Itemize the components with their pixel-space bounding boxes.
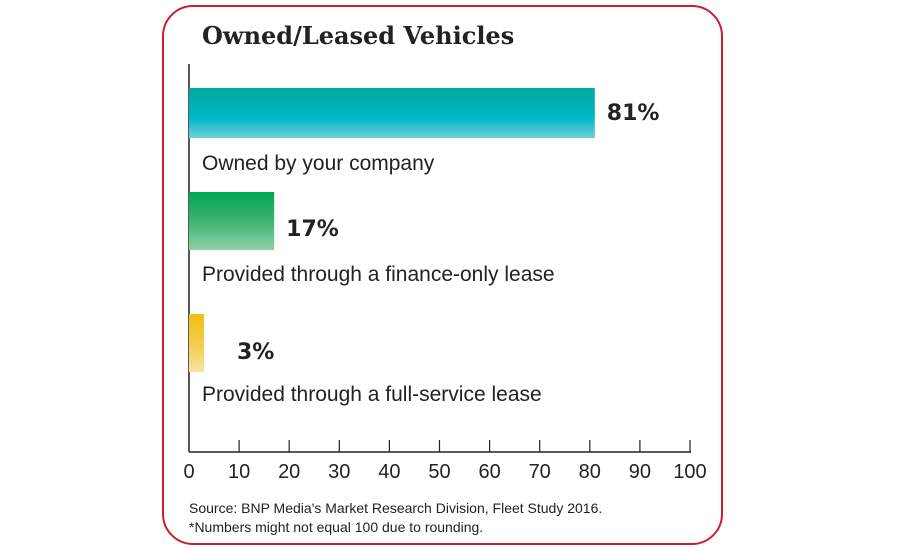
x-tick-label: 60 — [478, 461, 500, 483]
x-tick-label: 20 — [278, 461, 300, 483]
x-tick-label: 0 — [183, 461, 194, 483]
x-tick-label: 40 — [378, 461, 400, 483]
category-label-1: Owned by your company — [202, 152, 435, 175]
source-note: Source: BNP Media's Market Research Divi… — [189, 500, 602, 516]
x-tick-label: 70 — [529, 461, 551, 483]
category-label-2: Provided through a finance-only lease — [202, 263, 555, 286]
bar-3 — [189, 314, 205, 372]
value-label-1: 81% — [607, 101, 660, 126]
x-tick-label: 90 — [629, 461, 651, 483]
bar-1 — [189, 88, 595, 138]
bar-2 — [189, 192, 275, 250]
chart-title: Owned/Leased Vehicles — [202, 21, 514, 50]
rounding-footnote: *Numbers might not equal 100 due to roun… — [189, 519, 483, 535]
x-tick-label: 30 — [328, 461, 350, 483]
x-tick-label: 80 — [579, 461, 601, 483]
category-label-3: Provided through a full-service lease — [202, 383, 542, 406]
x-tick-label: 100 — [673, 461, 706, 483]
x-tick-label: 50 — [428, 461, 450, 483]
value-label-3: 3% — [237, 340, 274, 365]
value-label-2: 17% — [286, 217, 339, 242]
chart-frame — [162, 5, 723, 545]
x-tick-label: 10 — [228, 461, 250, 483]
